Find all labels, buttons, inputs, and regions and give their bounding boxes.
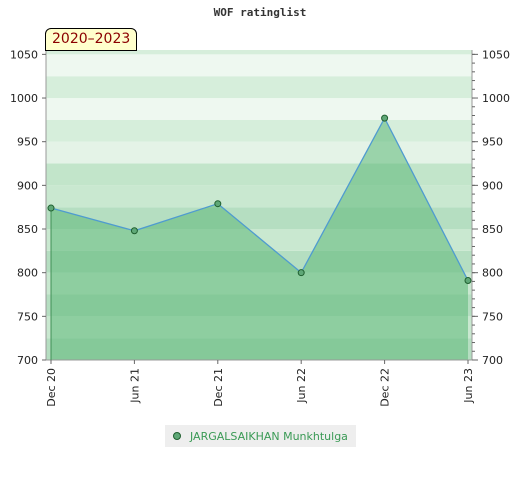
legend-marker	[173, 432, 181, 440]
data-point	[214, 200, 222, 208]
background-band	[46, 98, 472, 120]
x-tick-label: Jun 22	[295, 368, 308, 404]
y-tick-label-right: 800	[482, 267, 503, 280]
y-tick-label-left: 1050	[10, 48, 38, 61]
x-tick-label: Jun 23	[462, 368, 475, 404]
y-tick-label-right: 1050	[482, 48, 510, 61]
y-tick-label-left: 950	[17, 136, 38, 149]
legend-label: JARGALSAIKHAN Munkhtulga	[190, 429, 348, 443]
y-tick-label-left: 750	[17, 310, 38, 323]
y-tick-label-right: 900	[482, 179, 503, 192]
y-tick-label-left: 850	[17, 223, 38, 236]
y-tick-label-left: 900	[17, 179, 38, 192]
data-point	[297, 269, 305, 277]
x-tick-label: Dec 20	[45, 368, 58, 407]
background-band	[46, 76, 472, 99]
y-tick-label-right: 950	[482, 136, 503, 149]
series-area	[51, 118, 468, 361]
data-point	[464, 277, 472, 285]
marks-layer	[47, 114, 472, 360]
background-band	[46, 50, 472, 55]
period-badge: 2020–2023	[45, 28, 138, 51]
data-point	[381, 114, 389, 122]
x-tick-label: Dec 22	[379, 368, 392, 407]
y-tick-label-right: 1000	[482, 92, 510, 105]
y-tick-label-right: 700	[482, 354, 503, 367]
x-tick-label: Jun 21	[128, 368, 141, 404]
series-line	[50, 116, 469, 281]
x-tick-label: Dec 21	[212, 368, 225, 407]
data-point	[47, 204, 55, 212]
chart-title: WOF ratinglist	[213, 6, 307, 19]
background-band	[46, 119, 472, 142]
y-tick-label-right: 750	[482, 310, 503, 323]
y-tick-label-left: 1000	[10, 92, 38, 105]
y-tick-label-left: 700	[17, 354, 38, 367]
area-layer	[51, 118, 468, 361]
y-tick-label-left: 800	[17, 267, 38, 280]
legend[interactable]: JARGALSAIKHAN Munkhtulga	[165, 425, 356, 447]
background-band	[46, 141, 472, 164]
axes-layer: 700 700 750 750 800 800 850 850 900 900 950 950 1000…	[10, 48, 510, 406]
y-tick-label-right: 850	[482, 223, 503, 236]
background-band	[46, 54, 472, 77]
data-point	[130, 227, 138, 235]
